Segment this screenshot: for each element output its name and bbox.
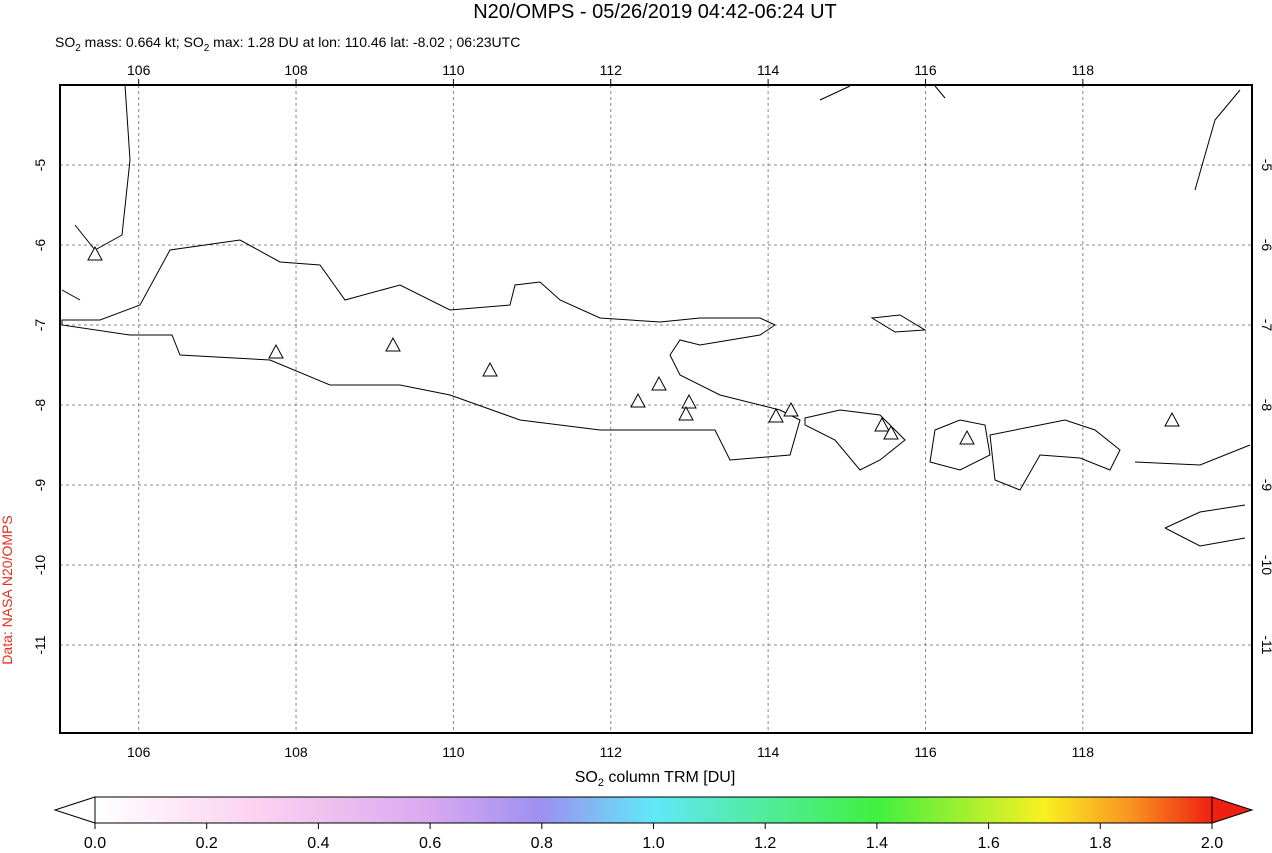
colorbar-tick-label: 1.8 — [1089, 835, 1111, 852]
x-tick-label: 116 — [914, 744, 937, 760]
y-tick-label: -5 — [32, 159, 48, 172]
volcano — [874, 416, 890, 432]
coastline — [1134, 444, 1251, 466]
subtitle-part: mass: 0.664 kt; SO — [81, 34, 204, 50]
y-tick-label: -9 — [32, 479, 48, 492]
y-tick-label: -9 — [1259, 479, 1272, 492]
title: N20/OMPS - 05/26/2019 04:42-06:24 UT — [473, 1, 837, 23]
x-tick-label: 116 — [914, 62, 937, 78]
volcano — [681, 393, 697, 409]
subtitle: SO2 mass: 0.664 kt; SO2 max: 1.28 DU at … — [55, 34, 520, 54]
y-tick-label: -10 — [32, 555, 48, 575]
colorbar — [94, 796, 1213, 824]
volcano — [678, 405, 694, 421]
colorbar-tick-label: 2.0 — [1201, 835, 1223, 852]
y-tick-label: -8 — [32, 399, 48, 412]
x-tick-label: 114 — [757, 744, 780, 760]
colorbar-over — [1211, 796, 1254, 824]
volcano — [87, 245, 103, 261]
colorbar-tick-label: 0.6 — [419, 835, 441, 852]
x-tick-label: 114 — [757, 62, 780, 78]
x-tick-label: 118 — [1072, 744, 1095, 760]
colorbar-under — [53, 796, 96, 824]
colorbar-tick-label: 1.2 — [754, 835, 776, 852]
y-tick-label: -10 — [1259, 555, 1272, 575]
y-tick-label: -11 — [32, 635, 48, 654]
map-frame — [59, 84, 1253, 734]
label-part: column TRM [DU] — [604, 769, 735, 786]
map-background — [60, 85, 1252, 733]
coastline — [989, 419, 1121, 491]
volcano — [385, 336, 401, 352]
coastline — [61, 239, 801, 461]
label-part: SO — [575, 769, 598, 786]
colorbar-label: SO2 column TRM [DU] — [575, 769, 736, 789]
axes: 106 106 108 108 110 110 112 112 114 114 116 116 118 1… — [32, 62, 1272, 760]
y-tick-label: -7 — [1259, 319, 1272, 332]
x-tick-label: 108 — [284, 744, 308, 760]
volcano — [1164, 411, 1180, 427]
subscript: 2 — [204, 43, 210, 54]
x-tick-label: 110 — [442, 62, 465, 78]
colorbar-tick-label: 1.0 — [642, 835, 664, 852]
x-tick-label: 112 — [600, 744, 623, 760]
y-tick-label: -8 — [1259, 399, 1272, 412]
y-tick-label: -5 — [1259, 159, 1272, 172]
y-tick-label: -6 — [1259, 239, 1272, 252]
volcano — [883, 424, 899, 440]
credit: Data: NASA N20/OMPS — [0, 515, 15, 664]
x-tick-label: 106 — [127, 62, 151, 78]
coastline — [819, 85, 1241, 191]
coastline — [929, 419, 991, 471]
volcano — [959, 429, 975, 445]
volcano — [651, 375, 667, 391]
x-tick-label: 106 — [127, 744, 151, 760]
volcano — [482, 361, 498, 377]
volcano — [768, 407, 784, 423]
colorbar-tick-label: 0.2 — [196, 835, 218, 852]
coastline — [870, 314, 927, 333]
coastline — [1164, 504, 1246, 547]
subscript: 2 — [75, 43, 81, 54]
volcano — [630, 392, 646, 408]
colorbar-tick-label: 1.4 — [866, 835, 888, 852]
subtitle-part: max: 1.28 DU at lon: 110.46 lat: -8.02 ;… — [209, 34, 520, 50]
volcanoes — [87, 245, 1180, 445]
x-tick-label: 112 — [600, 62, 623, 78]
colorbar-ticks: 0.0 0.2 0.4 0.6 0.8 1.0 1.2 1.4 1.6 1.8 2.0 — [84, 823, 1223, 852]
volcano — [783, 401, 799, 417]
colorbar-tick-label: 0.8 — [531, 835, 553, 852]
colorbar-tick-label: 0.4 — [307, 835, 329, 852]
coastline — [804, 409, 906, 471]
coastlines — [61, 84, 1251, 547]
x-tick-label: 110 — [442, 744, 465, 760]
colorbar-tick-label: 1.6 — [977, 835, 999, 852]
x-tick-label: 108 — [284, 62, 308, 78]
y-tick-label: -7 — [32, 319, 48, 332]
colorbar-tick-label: 0.0 — [84, 835, 106, 852]
grid — [60, 85, 1252, 733]
x-tick-label: 118 — [1072, 62, 1095, 78]
y-tick-label: -11 — [1259, 635, 1272, 654]
coastline — [61, 84, 131, 301]
subscript: 2 — [598, 777, 604, 789]
y-tick-label: -6 — [32, 239, 48, 252]
volcano — [268, 343, 284, 359]
subtitle-part: SO — [55, 34, 75, 50]
